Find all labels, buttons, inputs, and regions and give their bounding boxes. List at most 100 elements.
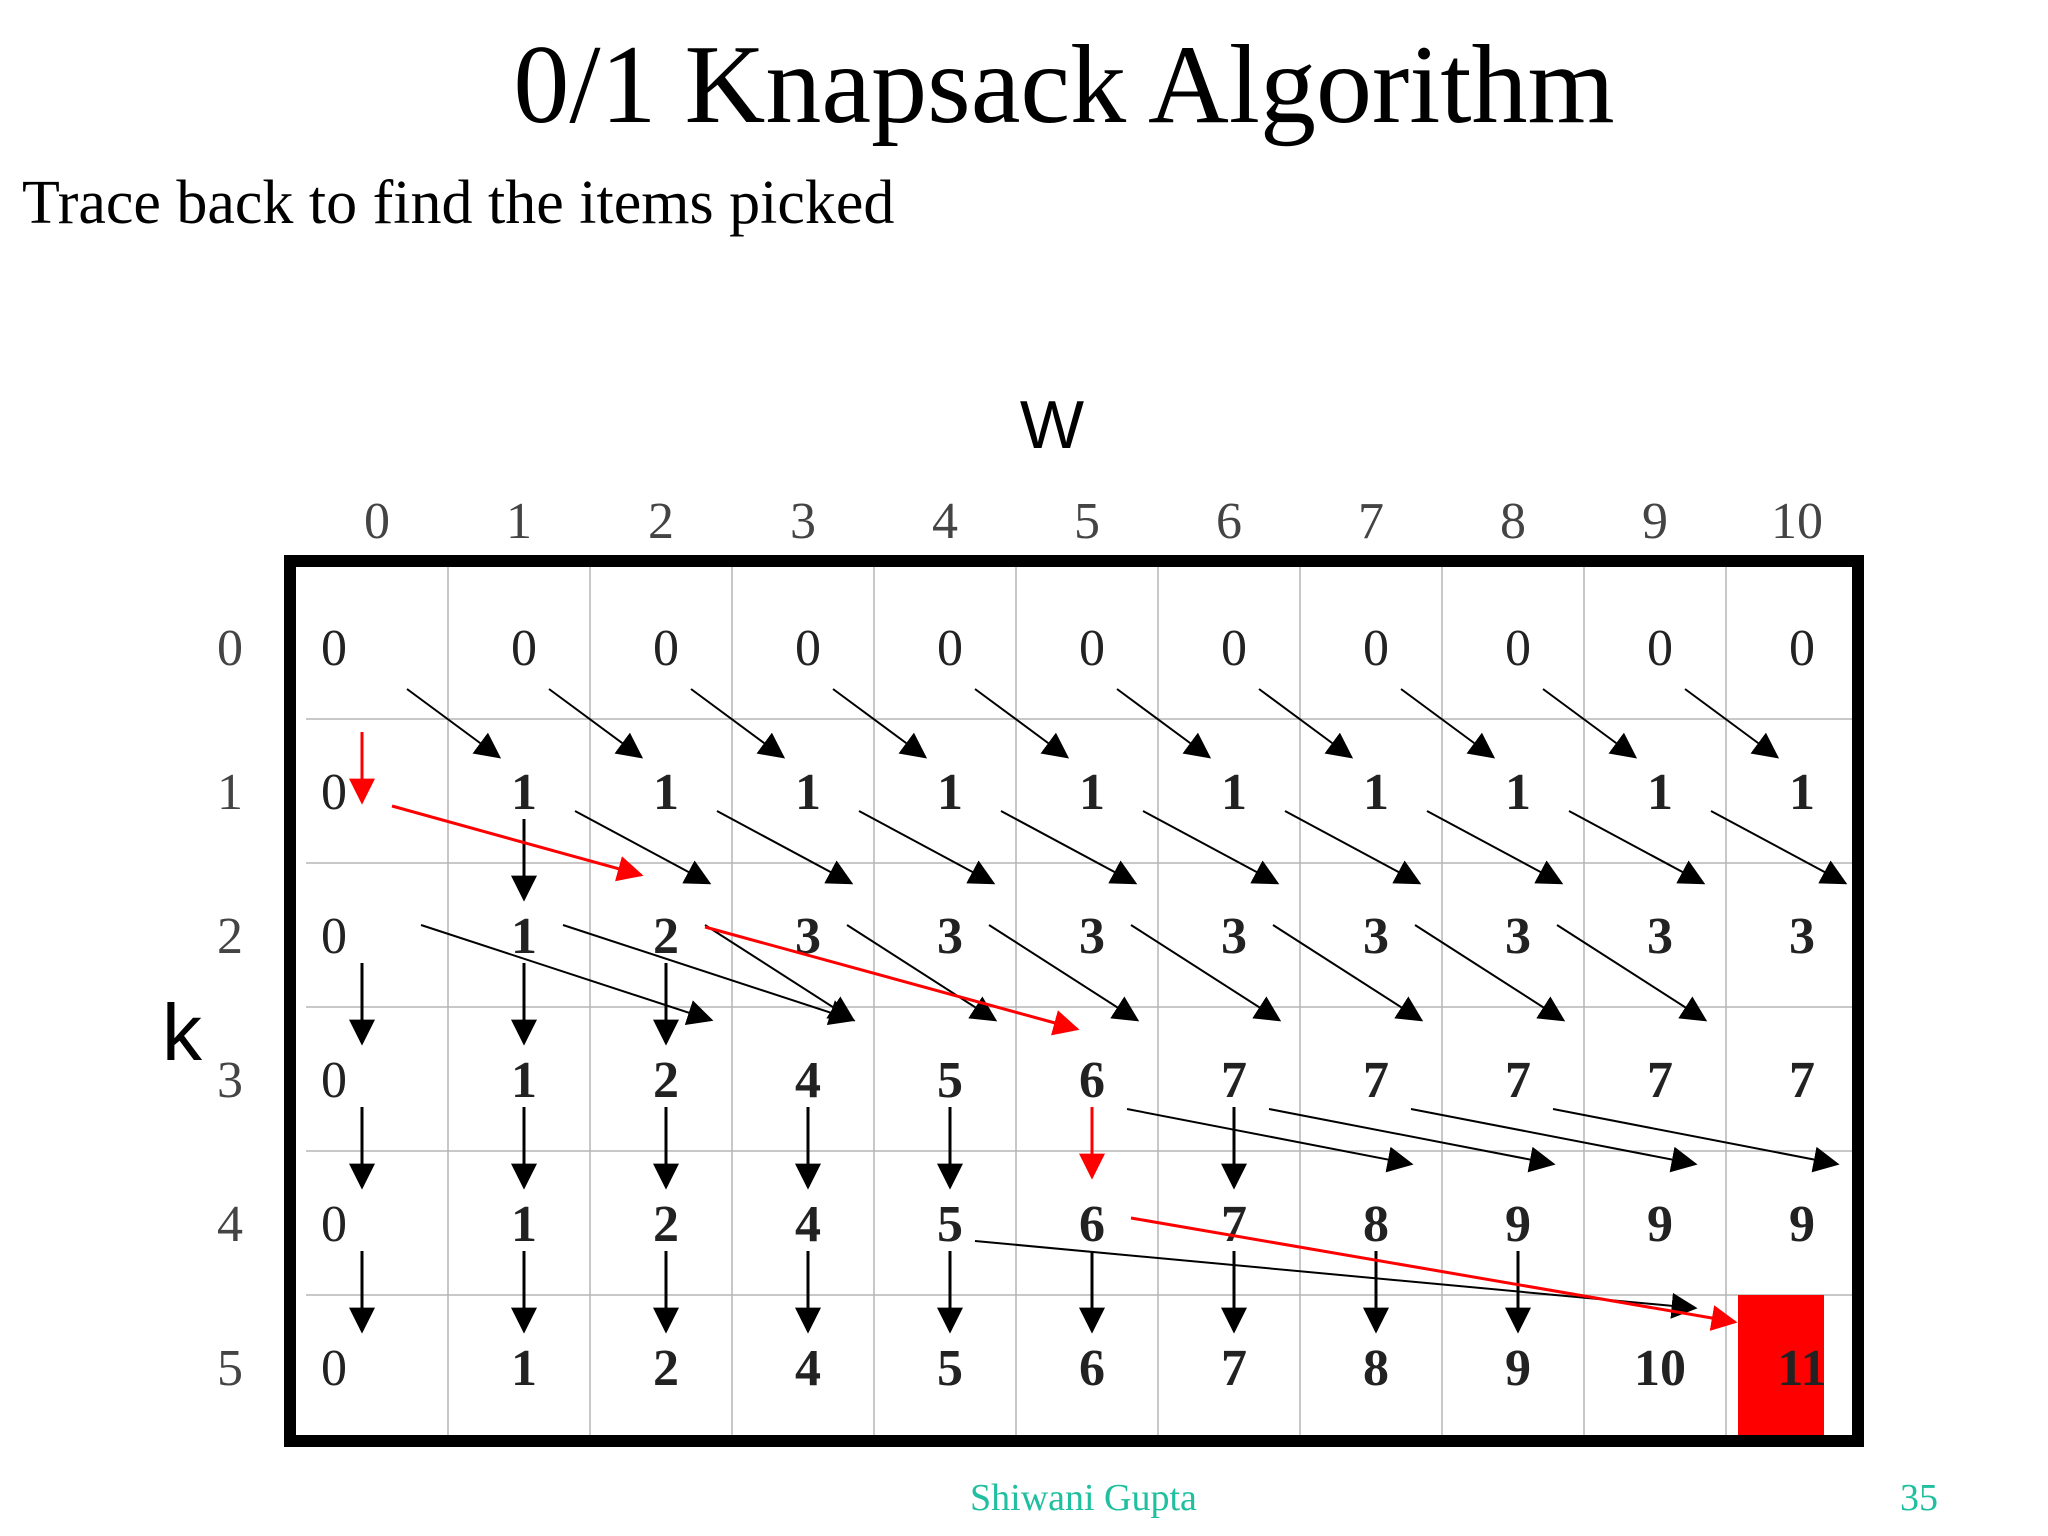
arrow xyxy=(406,688,502,759)
table-cell: 10 xyxy=(1634,1340,1686,1397)
table-cell: 3 xyxy=(1647,908,1673,965)
table-cell: 7 xyxy=(1221,1052,1247,1109)
table-cell: 0 xyxy=(1505,620,1531,677)
arrow xyxy=(1000,810,1138,885)
arrow xyxy=(1126,1108,1414,1173)
table-cell: 1 xyxy=(1647,764,1673,821)
table-cell: 7 xyxy=(1221,1196,1247,1253)
table-cell: 1 xyxy=(511,1196,537,1253)
row-header: 1 xyxy=(217,764,243,821)
arrow xyxy=(690,688,786,759)
arrow xyxy=(1400,688,1496,759)
column-header: 8 xyxy=(1500,493,1526,550)
table-cell: 0 xyxy=(1363,620,1389,677)
arrow xyxy=(1414,924,1566,1022)
arrow xyxy=(1258,688,1354,759)
column-header: 6 xyxy=(1216,493,1242,550)
table-cell: 1 xyxy=(937,764,963,821)
column-header: 7 xyxy=(1358,493,1384,550)
table-cell: 0 xyxy=(321,764,347,821)
arrow xyxy=(1116,688,1212,759)
table-cell: 0 xyxy=(1079,620,1105,677)
row-header: 3 xyxy=(217,1052,243,1109)
table-cell: 9 xyxy=(1505,1340,1531,1397)
arrow xyxy=(1142,810,1280,885)
row-header: 5 xyxy=(217,1340,243,1397)
arrow xyxy=(391,804,644,882)
column-header: 4 xyxy=(932,493,958,550)
table-cell: 1 xyxy=(511,1340,537,1397)
table-cell: 8 xyxy=(1363,1340,1389,1397)
table-cell: 1 xyxy=(1221,764,1247,821)
column-axis-label: W xyxy=(1020,387,1084,463)
table-cell: 3 xyxy=(937,908,963,965)
table-cell: 0 xyxy=(1647,620,1673,677)
footer-author: Shiwani Gupta xyxy=(970,1477,1197,1519)
cell-values: 0 0 0 0 0 0 0 0 0 0 00 1 1 1 1 1 1 1 1 1 10 1 2 3 3 3 3 3 3 3 30 1 2 4 5 6 7… xyxy=(321,620,1827,1397)
table-cell: 7 xyxy=(1505,1052,1531,1109)
table-cell: 3 xyxy=(1789,908,1815,965)
table-cell: 1 xyxy=(653,764,679,821)
arrow xyxy=(574,810,712,885)
table-frame xyxy=(284,555,1864,1447)
arrow xyxy=(716,810,854,885)
table-cell: 5 xyxy=(937,1052,963,1109)
arrow xyxy=(974,688,1070,759)
arrow xyxy=(1552,1108,1840,1173)
table-cell: 9 xyxy=(1789,1196,1815,1253)
arrow xyxy=(1556,924,1708,1022)
table-cell: 1 xyxy=(1505,764,1531,821)
arrow xyxy=(562,924,856,1026)
table-cell: 0 xyxy=(1789,620,1815,677)
table-cell: 0 xyxy=(1221,620,1247,677)
table-cell: 2 xyxy=(653,1052,679,1109)
row-axis-label: k xyxy=(162,988,203,1077)
column-header: 3 xyxy=(790,493,816,550)
row-header: 2 xyxy=(217,908,243,965)
table-cell: 6 xyxy=(1079,1340,1105,1397)
arrow xyxy=(548,688,644,759)
table-cell: 1 xyxy=(511,764,537,821)
table-cell: 4 xyxy=(795,1052,821,1109)
highlight-cell xyxy=(1738,1295,1824,1435)
table-cell: 11 xyxy=(1777,1340,1826,1397)
table-cell: 2 xyxy=(653,1196,679,1253)
table-cell: 0 xyxy=(321,1052,347,1109)
slide-title: 0/1 Knapsack Algorithm xyxy=(513,23,1615,147)
arrow xyxy=(974,1240,1698,1319)
arrow xyxy=(832,688,928,759)
arrow xyxy=(1130,1216,1738,1331)
table-cell: 0 xyxy=(511,620,537,677)
arrow xyxy=(1130,924,1282,1022)
arrow xyxy=(420,924,714,1026)
arrow xyxy=(1272,924,1424,1022)
arrow xyxy=(1568,810,1706,885)
arrow xyxy=(1710,810,1848,885)
table-cell: 5 xyxy=(937,1196,963,1253)
arrow xyxy=(704,925,1080,1036)
arrow xyxy=(1284,810,1422,885)
table-cell: 1 xyxy=(795,764,821,821)
table-cell: 1 xyxy=(1363,764,1389,821)
highlight-layer xyxy=(1738,1295,1824,1435)
table-cell: 3 xyxy=(1505,908,1531,965)
table-cell: 8 xyxy=(1363,1196,1389,1253)
slide-subtitle: Trace back to find the items picked xyxy=(22,169,895,237)
table-cell: 1 xyxy=(1789,764,1815,821)
table-cell: 5 xyxy=(937,1340,963,1397)
table-grid xyxy=(284,555,1864,1447)
column-header: 5 xyxy=(1074,493,1100,550)
table-cell: 6 xyxy=(1079,1196,1105,1253)
table-cell: 3 xyxy=(1363,908,1389,965)
table-cell: 4 xyxy=(795,1196,821,1253)
table-cell: 3 xyxy=(1079,908,1105,965)
table-cell: 0 xyxy=(653,620,679,677)
column-header: 10 xyxy=(1771,493,1823,550)
footer-page-number: 35 xyxy=(1900,1477,1938,1519)
table-cell: 0 xyxy=(321,908,347,965)
column-header: 2 xyxy=(648,493,674,550)
arrow xyxy=(1268,1108,1556,1173)
table-cell: 7 xyxy=(1647,1052,1673,1109)
table-cell: 0 xyxy=(321,620,347,677)
row-header: 0 xyxy=(217,620,243,677)
